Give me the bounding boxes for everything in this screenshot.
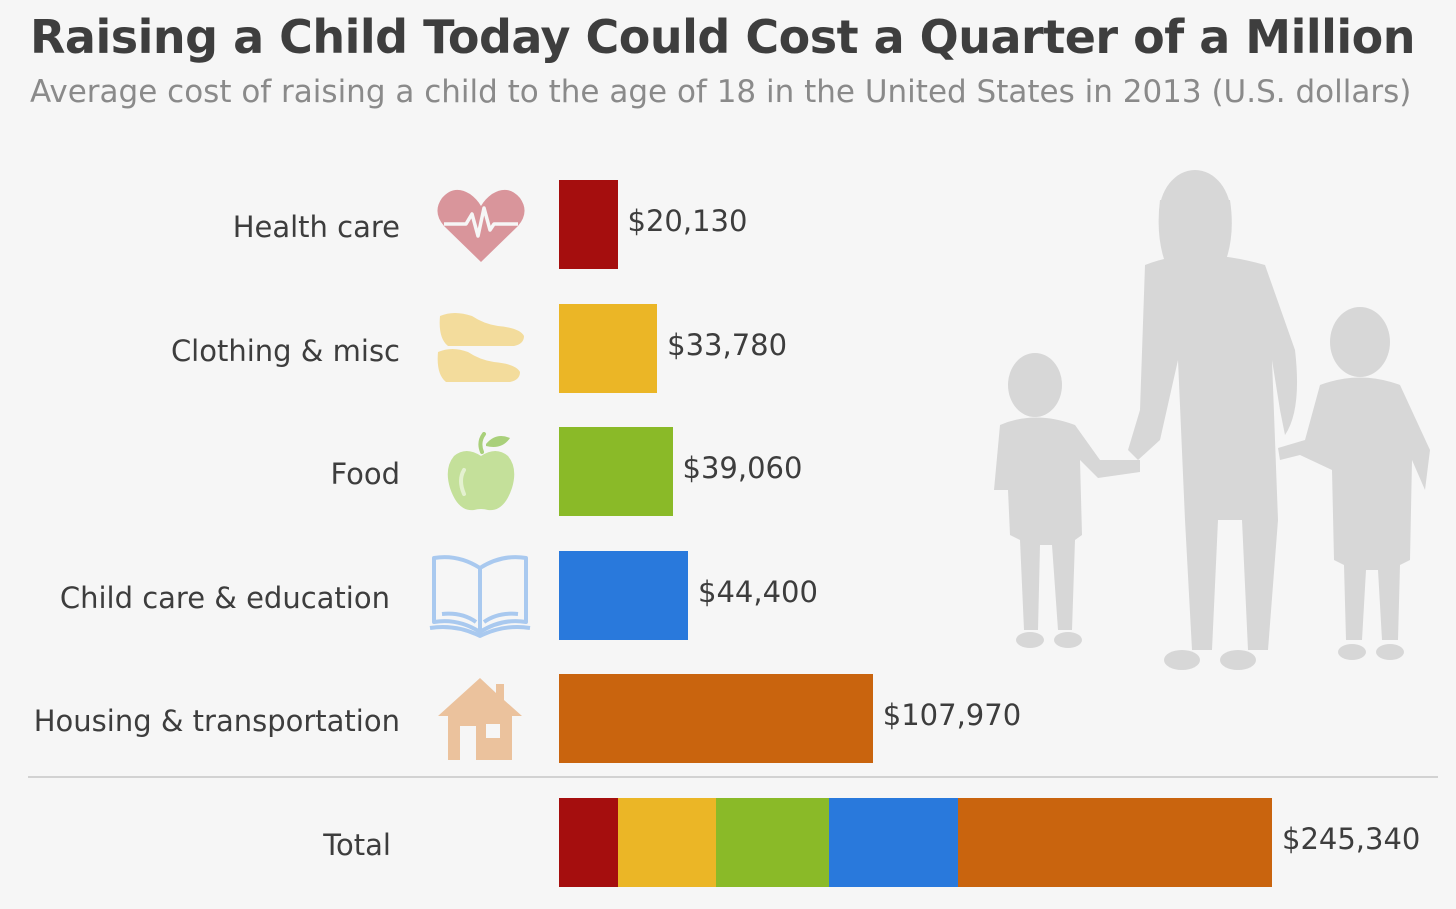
bar-child-care [559, 550, 689, 640]
value-label-food: $39,060 [682, 451, 803, 485]
value-label-housing: $107,970 [882, 698, 1022, 732]
chart-title: Raising a Child Today Could Cost a Quart… [30, 10, 1416, 64]
family-silhouette-icon [994, 170, 1430, 670]
bar-health-care [559, 180, 618, 269]
total-value-label: $245,340 [1282, 822, 1421, 856]
house-icon [438, 678, 522, 760]
value-label-health-care: $20,130 [627, 204, 748, 238]
category-label-child-care: Child care & education [59, 581, 390, 615]
open-book-icon [429, 555, 531, 638]
value-label-clothing: $33,780 [667, 327, 788, 362]
category-label-health-care: Health care [232, 210, 400, 244]
total-label: Total [323, 828, 391, 862]
bar-food [559, 427, 673, 516]
total-segment-health-care [559, 798, 618, 887]
apple-icon [447, 432, 515, 511]
sneakers-icon [437, 313, 524, 382]
value-label-child-care: $44,400 [698, 574, 818, 609]
chart-subtitle: Average cost of raising a child to the a… [30, 74, 1412, 110]
heartbeat-icon [437, 189, 525, 262]
total-segment-food [715, 798, 830, 887]
total-segment-housing [958, 798, 1272, 887]
category-label-clothing: Clothing & misc [170, 334, 400, 368]
total-segment-child-care [829, 798, 959, 887]
total-divider [28, 776, 1438, 778]
category-label-food: Food [330, 457, 400, 491]
total-segment-clothing [617, 798, 716, 887]
bar-clothing [559, 303, 658, 393]
bar-housing [559, 674, 873, 763]
category-label-housing: Housing & transportation [33, 704, 400, 738]
